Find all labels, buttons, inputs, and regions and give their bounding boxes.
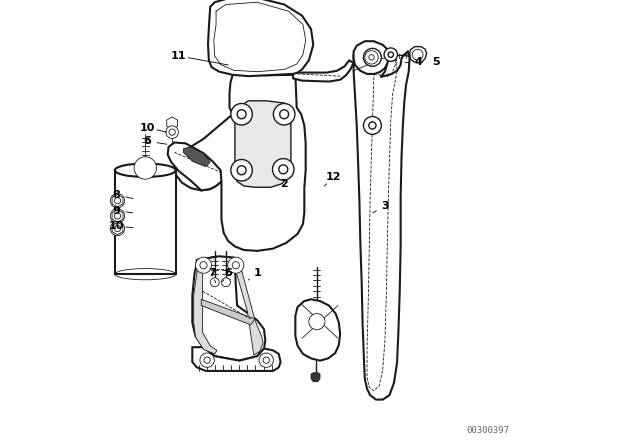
Circle shape — [228, 257, 244, 273]
Circle shape — [273, 103, 295, 125]
Polygon shape — [353, 41, 389, 74]
Ellipse shape — [115, 164, 176, 177]
Text: 11: 11 — [171, 51, 187, 61]
Polygon shape — [192, 256, 266, 361]
Polygon shape — [174, 75, 306, 251]
Text: 6: 6 — [143, 136, 152, 146]
Polygon shape — [192, 347, 280, 371]
Polygon shape — [410, 47, 427, 63]
Circle shape — [195, 257, 212, 273]
Circle shape — [259, 353, 273, 367]
Circle shape — [263, 357, 269, 363]
Polygon shape — [194, 262, 217, 354]
Circle shape — [369, 122, 376, 129]
Text: 10: 10 — [108, 221, 124, 231]
Text: 2: 2 — [280, 179, 288, 189]
Polygon shape — [115, 170, 176, 274]
Circle shape — [412, 49, 423, 60]
Circle shape — [166, 126, 179, 138]
Circle shape — [204, 357, 210, 363]
Text: 4: 4 — [415, 57, 422, 67]
Circle shape — [231, 159, 252, 181]
Polygon shape — [353, 47, 410, 400]
Text: 8: 8 — [112, 190, 120, 200]
Polygon shape — [184, 147, 210, 167]
Circle shape — [211, 278, 220, 287]
Circle shape — [364, 48, 381, 66]
Text: 10: 10 — [140, 123, 156, 133]
Circle shape — [200, 262, 207, 269]
Circle shape — [384, 48, 397, 61]
Circle shape — [237, 166, 246, 175]
Circle shape — [115, 198, 121, 204]
Circle shape — [221, 278, 230, 287]
Circle shape — [237, 110, 246, 119]
Circle shape — [388, 52, 394, 57]
Polygon shape — [167, 117, 177, 129]
Circle shape — [232, 262, 239, 269]
Text: 00300397: 00300397 — [467, 426, 509, 435]
Circle shape — [365, 51, 378, 64]
Polygon shape — [168, 142, 221, 190]
Circle shape — [309, 314, 325, 330]
Text: 12: 12 — [326, 172, 341, 182]
Circle shape — [169, 129, 175, 135]
Circle shape — [273, 159, 294, 180]
Circle shape — [200, 353, 214, 367]
Circle shape — [110, 221, 125, 236]
Circle shape — [115, 225, 121, 232]
Text: 3: 3 — [381, 201, 388, 211]
Polygon shape — [233, 260, 263, 355]
Circle shape — [231, 103, 252, 125]
Text: 5: 5 — [433, 57, 440, 67]
Circle shape — [369, 54, 376, 61]
Text: 7: 7 — [209, 268, 216, 278]
Polygon shape — [208, 0, 314, 76]
Circle shape — [110, 209, 125, 223]
Circle shape — [279, 165, 288, 174]
Polygon shape — [311, 373, 320, 382]
Circle shape — [134, 157, 157, 179]
Text: 9: 9 — [112, 206, 120, 215]
Circle shape — [115, 213, 121, 219]
Polygon shape — [235, 101, 291, 187]
Circle shape — [280, 110, 289, 119]
Circle shape — [110, 194, 125, 208]
Circle shape — [369, 55, 374, 60]
Polygon shape — [202, 299, 255, 325]
Polygon shape — [296, 299, 340, 361]
Text: 6: 6 — [224, 268, 232, 278]
Polygon shape — [293, 60, 353, 82]
Circle shape — [364, 116, 381, 134]
Text: 1: 1 — [253, 268, 261, 278]
